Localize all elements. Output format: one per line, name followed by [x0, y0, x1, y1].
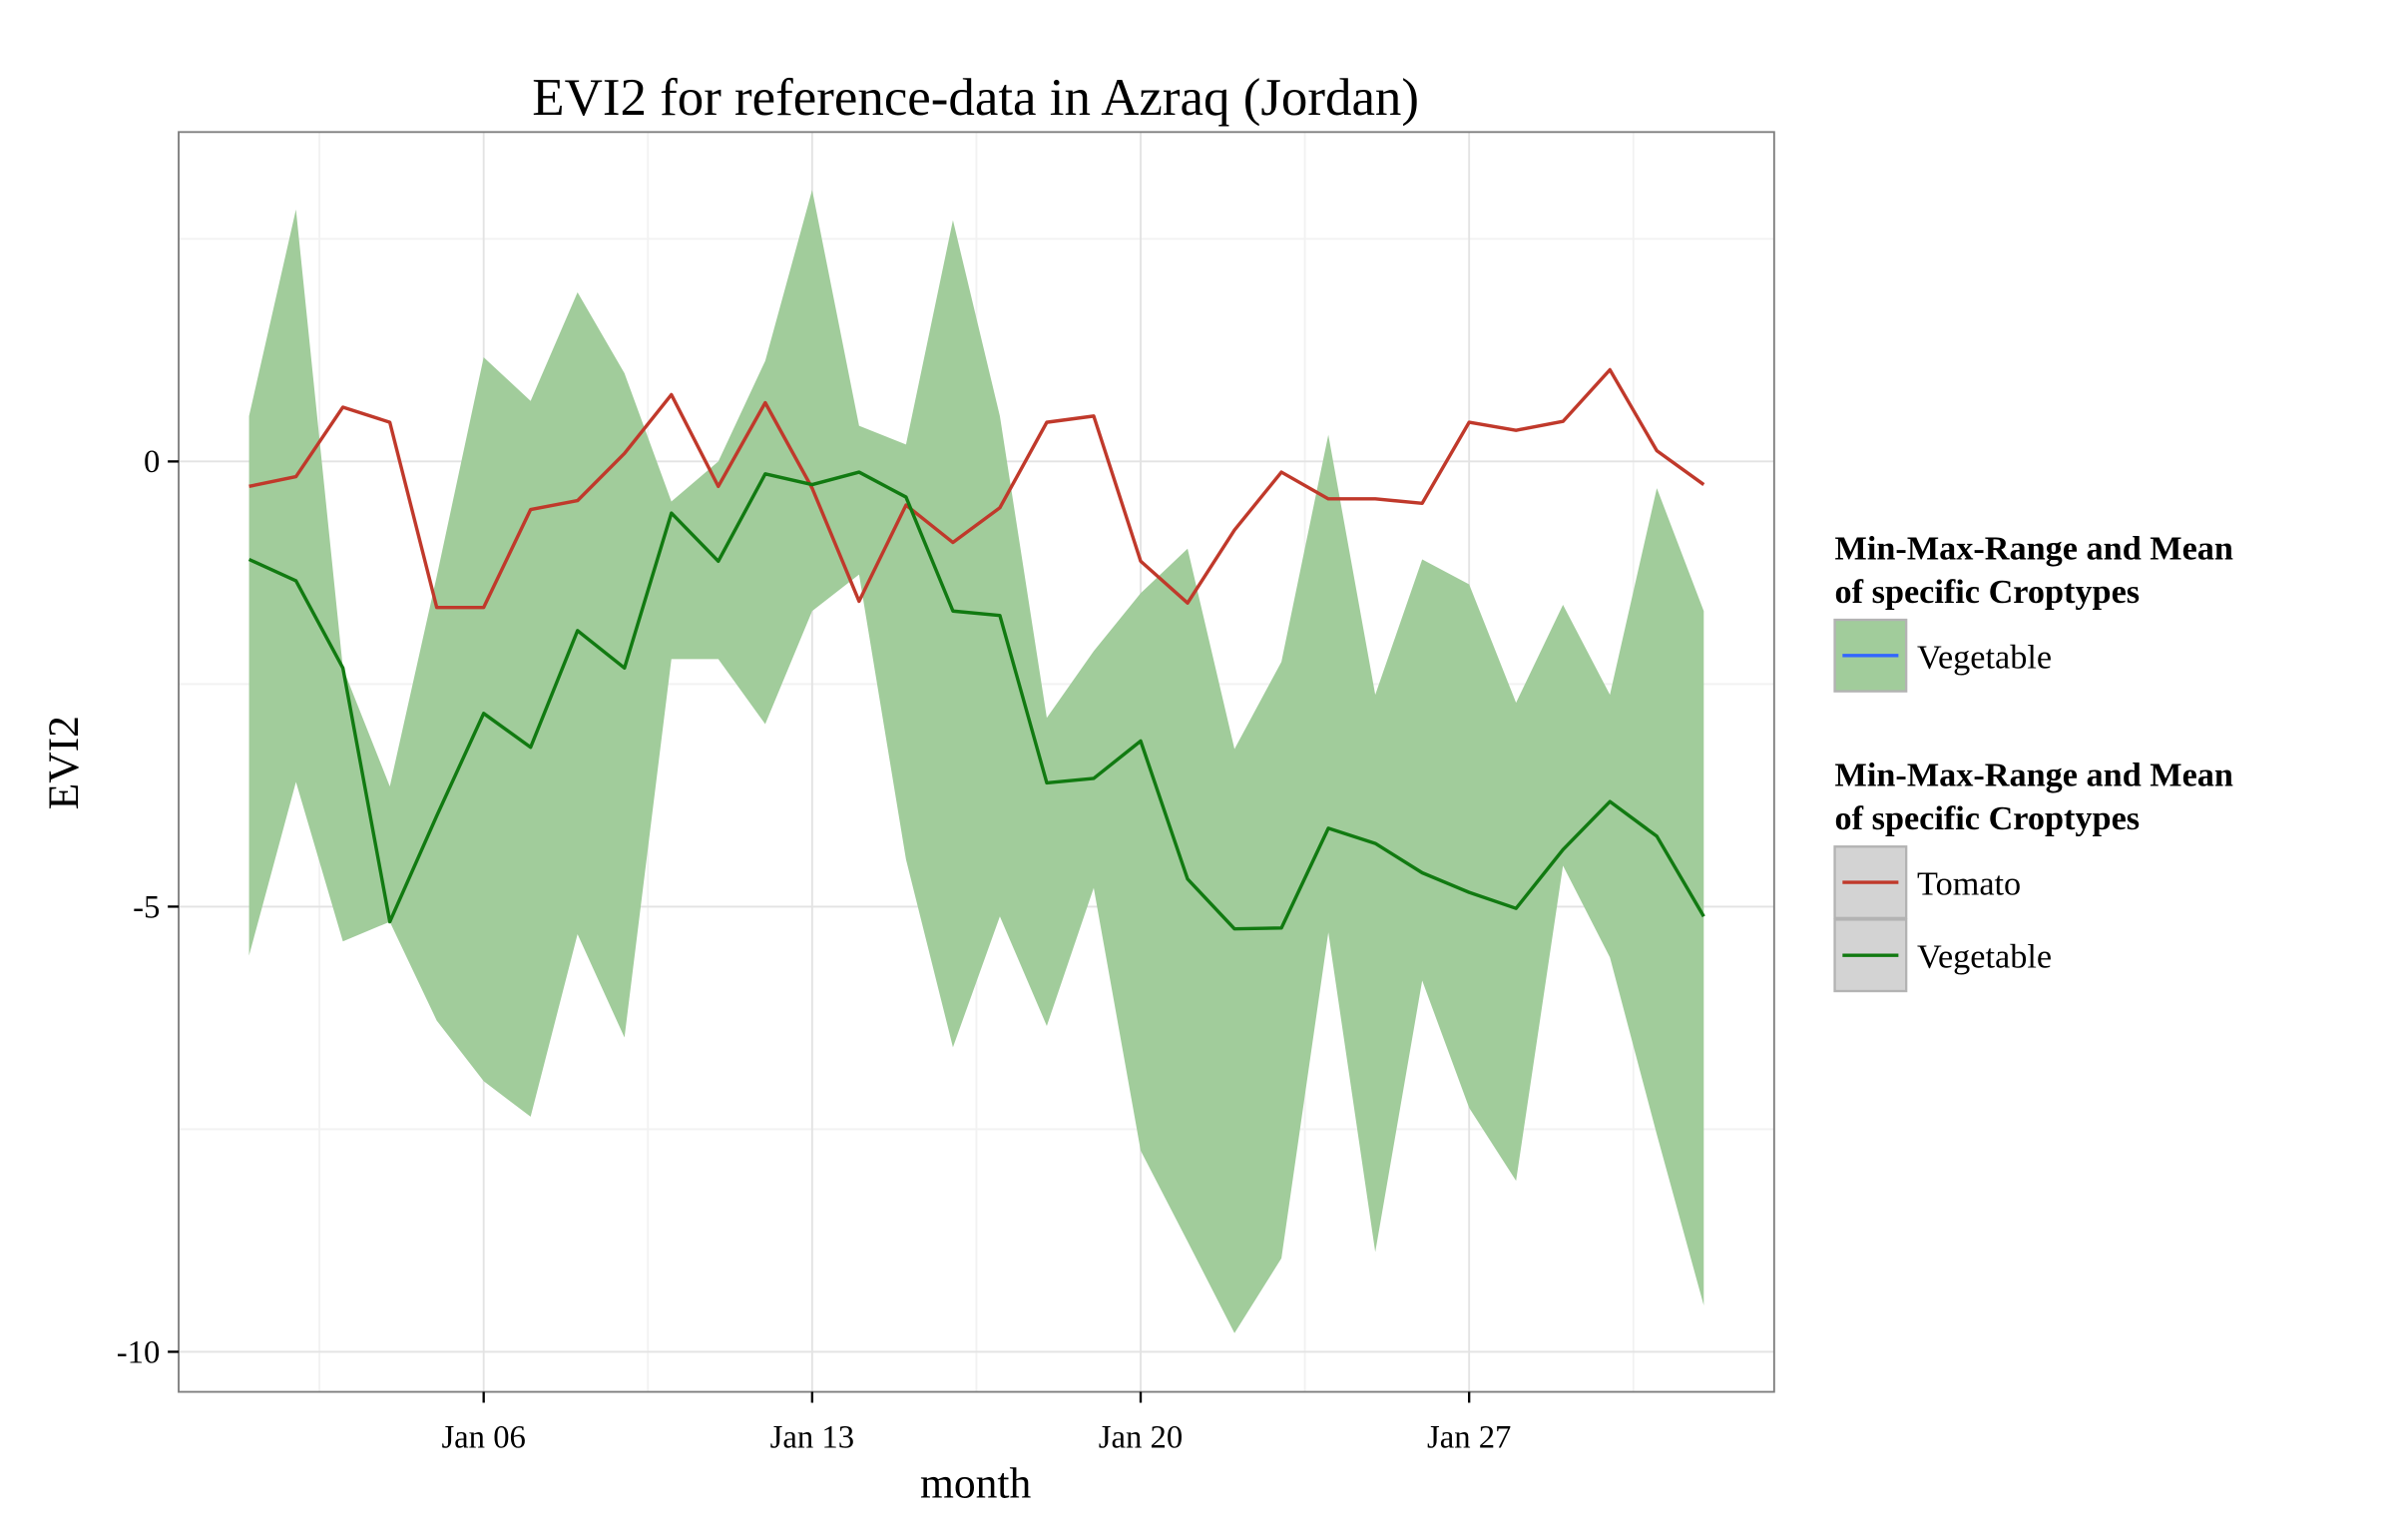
y-tick-label: -5: [133, 889, 160, 925]
x-axis: Jan 06 Jan 13 Jan 20 Jan 27: [441, 1391, 1511, 1456]
legend-title-line1: Min-Max-Range and Mean: [1835, 529, 2233, 567]
chart-title: EVI2 for reference-data in Azraq (Jordan…: [532, 69, 1419, 127]
legend-title-line2: of specific Croptypes: [1835, 799, 2141, 837]
legend-title-line1: Min-Max-Range and Mean: [1835, 757, 2233, 794]
x-tick-label: Jan 20: [1099, 1420, 1183, 1456]
legend-item-vegetable-range[interactable]: Vegetable: [1833, 618, 2052, 693]
series-line-vegetable: [247, 470, 1705, 931]
y-tick-label: -10: [117, 1334, 161, 1370]
y-tick-label: 0: [144, 444, 160, 480]
plot-panel: [178, 131, 1775, 1393]
y-axis-label: EVI2: [40, 716, 88, 809]
lines-layer: [247, 367, 1705, 931]
legend-mean: Min-Max-Range and Mean of specific Cropt…: [1833, 757, 2233, 993]
x-tick-label: Jan 13: [770, 1420, 854, 1456]
x-tick-label: Jan 27: [1427, 1420, 1511, 1456]
legend-ribbon: Min-Max-Range and Mean of specific Cropt…: [1833, 529, 2233, 693]
plot-border: [178, 131, 1775, 1393]
series-line-tomato: [248, 367, 1705, 610]
ribbon-min-max-vegetable: [248, 190, 1704, 1333]
x-axis-label: month: [920, 1459, 1032, 1507]
legend-item-vegetable[interactable]: Vegetable: [1833, 918, 2052, 993]
x-tick-label: Jan 06: [441, 1420, 525, 1456]
y-axis: 0 -5 -10: [117, 444, 180, 1370]
legend-label: Tomato: [1917, 865, 2021, 903]
ribbon-layer: [248, 190, 1704, 1333]
legend-title-line2: of specific Croptypes: [1835, 573, 2141, 611]
legend-label: Vegetable: [1917, 638, 2052, 676]
legend-item-tomato[interactable]: Tomato: [1833, 845, 2022, 920]
legend-label: Vegetable: [1917, 938, 2052, 976]
